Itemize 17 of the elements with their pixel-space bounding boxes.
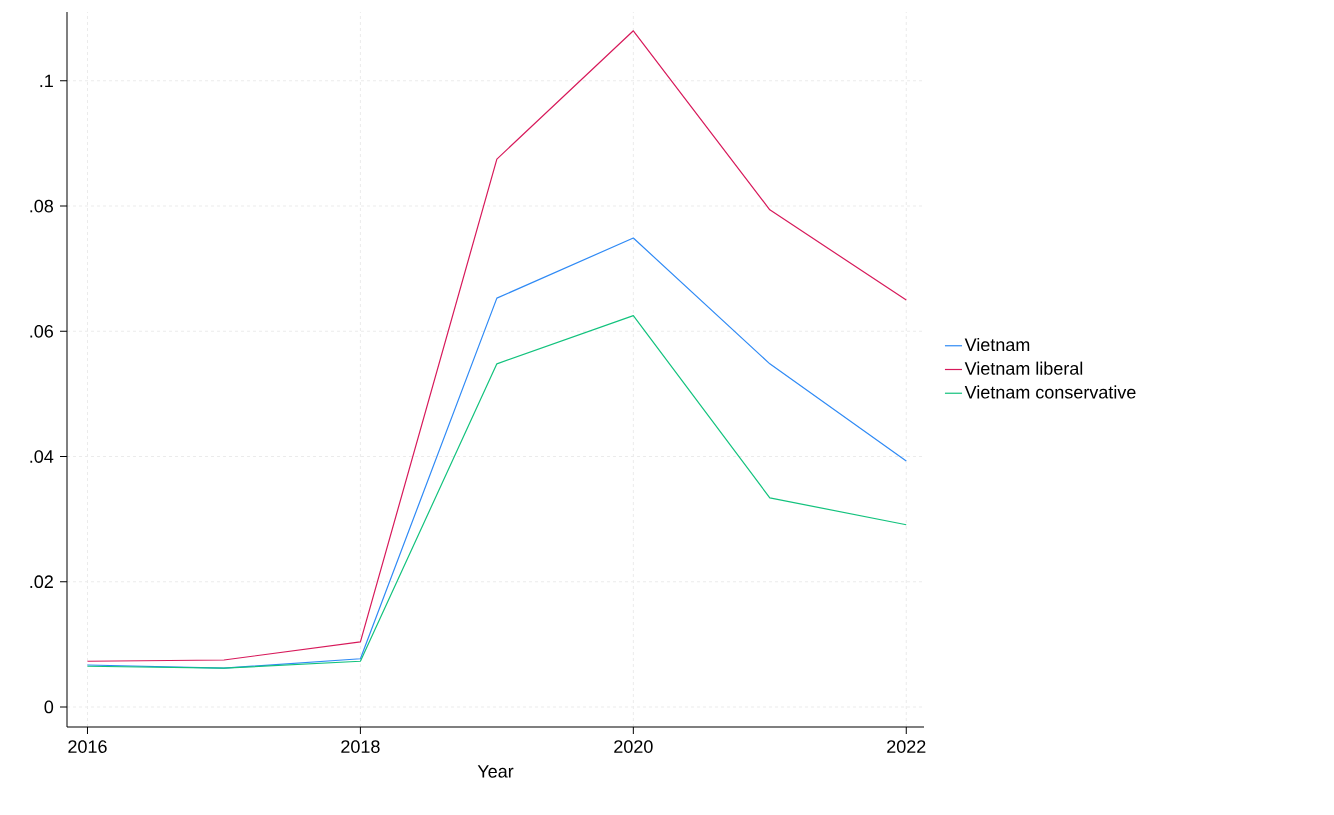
legend-label: Vietnam conservative bbox=[964, 385, 1136, 399]
line-series bbox=[86, 30, 907, 662]
y-tick-label: .06 bbox=[30, 324, 54, 338]
y-tick-label: 0 bbox=[44, 700, 54, 714]
y-tick-label: .08 bbox=[30, 199, 54, 213]
line-series bbox=[86, 237, 907, 669]
legend-label: Vietnam bbox=[964, 337, 1030, 352]
y-tick-label: .04 bbox=[30, 450, 54, 463]
x-axis-title: Year bbox=[477, 765, 514, 778]
x-tick-label: 2022 bbox=[887, 740, 926, 753]
y-tick-label: .1 bbox=[40, 74, 53, 88]
x-tick-label: 2020 bbox=[614, 740, 653, 753]
line-series bbox=[86, 315, 907, 669]
y-tick-label: .02 bbox=[30, 575, 53, 589]
x-tick-label: 2018 bbox=[341, 740, 380, 753]
x-tick-label: 2016 bbox=[68, 740, 107, 753]
legend-label: Vietnam liberal bbox=[964, 361, 1083, 375]
